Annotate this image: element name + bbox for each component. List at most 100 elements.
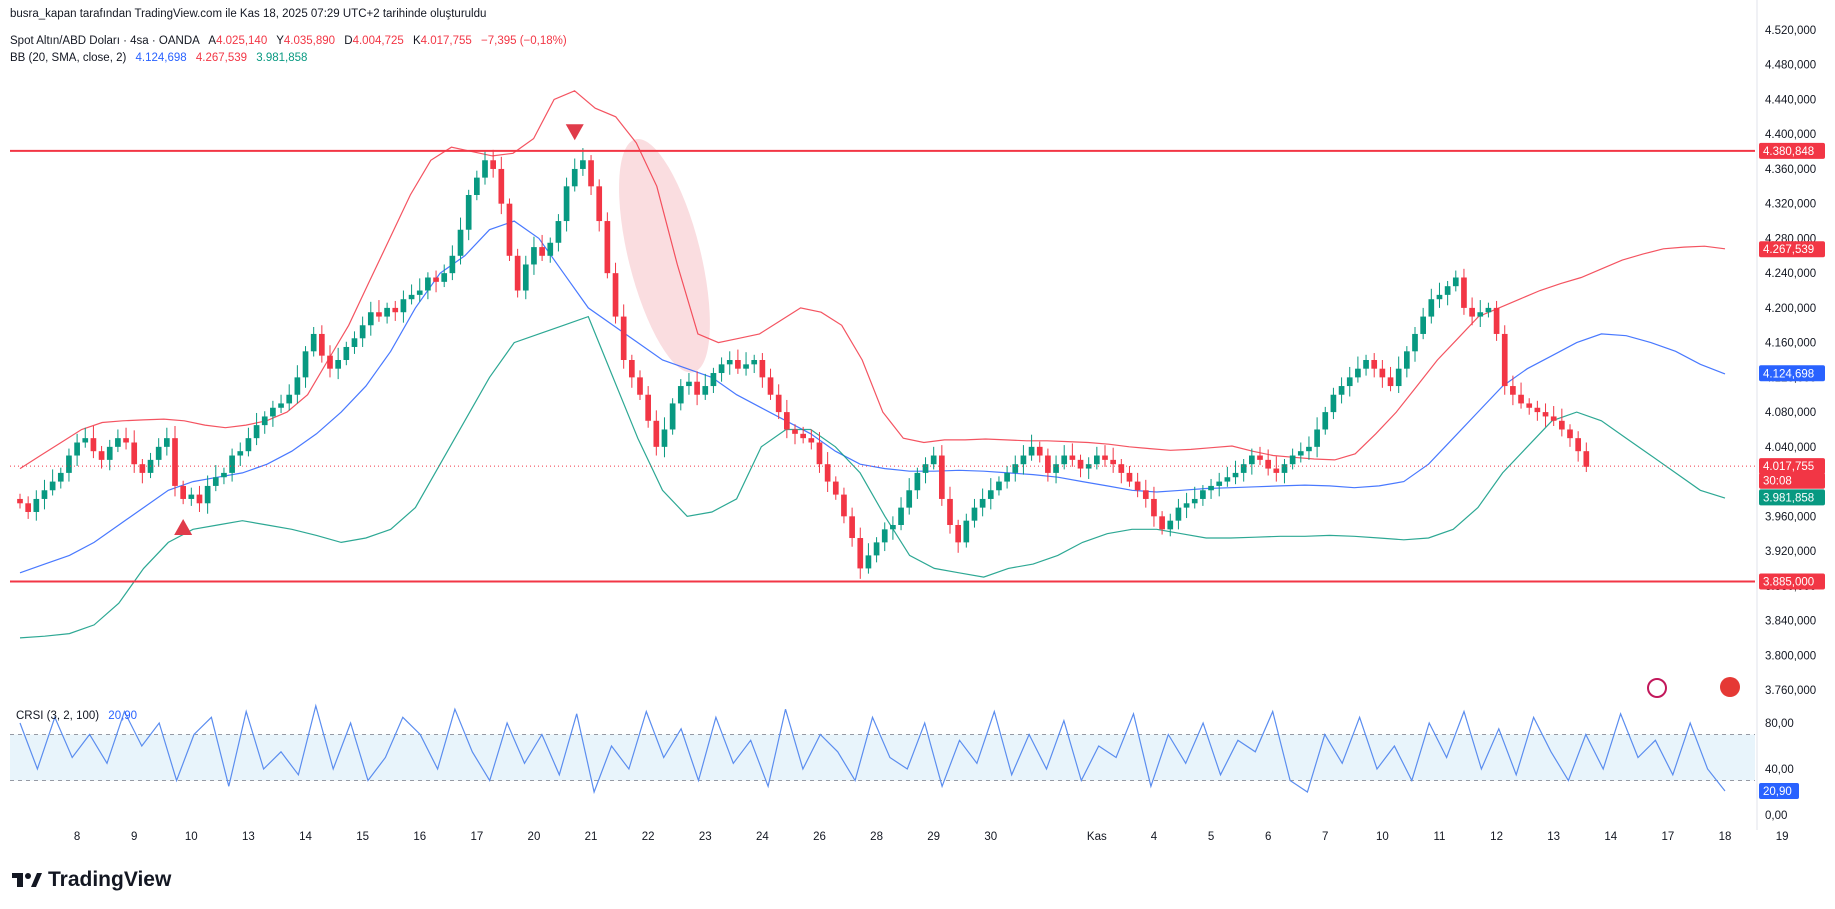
candle-body: [792, 429, 798, 434]
candle-body: [41, 490, 48, 499]
candle-body: [1583, 451, 1590, 467]
candle-body: [1110, 459, 1116, 465]
flag-icon[interactable]: [1720, 677, 1740, 697]
candle-body: [351, 338, 358, 347]
crsi-tick-label: 0,00: [1765, 810, 1787, 822]
price-tick-label: 3.920,000: [1765, 546, 1816, 558]
candle-body: [637, 377, 643, 395]
candle-body: [482, 160, 488, 178]
candle-body: [1469, 307, 1475, 317]
candle-body: [596, 186, 603, 222]
candle-body: [939, 455, 945, 499]
bollinger-legend[interactable]: BB (20, SMA, close, 2) 4.124,698 4.267,5…: [10, 52, 307, 64]
candle-body: [1510, 386, 1516, 395]
candle-body: [694, 381, 700, 395]
bb-upper-line: [19, 90, 1726, 470]
candle-body: [139, 464, 146, 473]
crsi-label[interactable]: CRSI (3, 2, 100): [16, 710, 100, 722]
candle-body: [1232, 472, 1239, 478]
close-label: K: [412, 35, 421, 47]
candle-body: [180, 485, 186, 499]
candle-body: [1281, 464, 1288, 473]
flash-icon[interactable]: [1647, 678, 1667, 698]
candle-body: [1404, 351, 1410, 369]
candle-body: [1559, 420, 1565, 430]
symbol-legend[interactable]: Spot Altın/ABD Doları · 4sa · OANDA A4.0…: [10, 35, 567, 47]
candle-body: [1346, 377, 1353, 387]
time-tick-label: 13: [242, 831, 255, 843]
candle-body: [1289, 455, 1296, 465]
time-tick-label: 17: [1661, 831, 1674, 843]
price-badge: [1759, 573, 1825, 590]
candle-body: [408, 294, 415, 300]
candle-body: [115, 438, 121, 447]
price-tick-label: 4.200,000: [1765, 303, 1816, 315]
candle-body: [1167, 520, 1174, 530]
candle-body: [90, 438, 97, 452]
price-badge: [1759, 489, 1825, 506]
candle-body: [1151, 498, 1157, 517]
candle-body: [1575, 438, 1581, 452]
candle-body: [1428, 299, 1435, 317]
time-tick-label: 14: [299, 831, 312, 843]
candle-body: [906, 490, 913, 508]
bb-label[interactable]: BB (20, SMA, close, 2): [10, 52, 127, 64]
candle-body: [930, 455, 937, 465]
candle-body: [1126, 472, 1133, 482]
candle-body: [204, 485, 211, 504]
close-value: 4.017,755: [420, 35, 472, 47]
time-tick-label: 6: [1265, 831, 1271, 843]
candle-body: [1550, 416, 1557, 421]
candle-body: [743, 364, 749, 369]
candle-body: [302, 351, 309, 378]
candle-body: [106, 446, 113, 460]
candle-body: [1216, 481, 1223, 486]
price-badge: [1759, 241, 1825, 258]
change-value: −7,395 (−0,18%): [481, 35, 567, 47]
time-tick-label: 28: [870, 831, 883, 843]
candle-body: [172, 438, 178, 486]
candle-body: [1265, 459, 1271, 469]
price-tick-label: 4.240,000: [1765, 268, 1816, 280]
time-tick-label: 26: [813, 831, 826, 843]
time-tick-label: 23: [699, 831, 712, 843]
candle-body: [1183, 503, 1190, 508]
candle-body: [245, 438, 252, 452]
price-tick-label: 3.800,000: [1765, 650, 1816, 662]
candle-body: [580, 160, 586, 169]
candle-body: [1240, 464, 1247, 473]
candle-body: [359, 325, 366, 339]
low-value: 4.004,725: [352, 35, 404, 47]
candle-body: [237, 451, 244, 456]
time-tick-label: 5: [1208, 831, 1214, 843]
crsi-badge: [1759, 782, 1799, 799]
time-tick-label: 21: [585, 831, 598, 843]
candle-body: [1175, 507, 1182, 521]
candle-body: [629, 360, 635, 378]
candle-body: [1142, 490, 1149, 499]
candle-body: [832, 481, 839, 495]
symbol-name[interactable]: Spot Altın/ABD Doları · 4sa · OANDA: [10, 35, 200, 47]
candle-body: [1297, 451, 1304, 456]
candle-body: [1249, 455, 1255, 465]
candle-body: [270, 407, 276, 417]
candle-body: [335, 360, 341, 369]
high-value: 4.035,890: [283, 35, 336, 47]
candle-body: [1477, 312, 1484, 317]
candle-body: [1420, 316, 1426, 334]
price-badge: [1759, 142, 1825, 159]
candle-body: [1118, 464, 1125, 473]
candle-body: [131, 442, 138, 465]
candle-body: [1053, 464, 1059, 473]
candle-body: [441, 273, 448, 282]
candle-body: [784, 412, 790, 430]
candle-body: [261, 416, 268, 426]
candle-body: [1355, 368, 1361, 378]
candle-body: [1493, 307, 1500, 334]
candle-body: [1501, 333, 1508, 387]
crsi-legend[interactable]: CRSI (3, 2, 100) 20,90: [16, 710, 137, 722]
candle-body: [1379, 368, 1386, 378]
price-badge-label: 3.981,858: [1763, 492, 1814, 504]
candle-body: [653, 420, 660, 447]
